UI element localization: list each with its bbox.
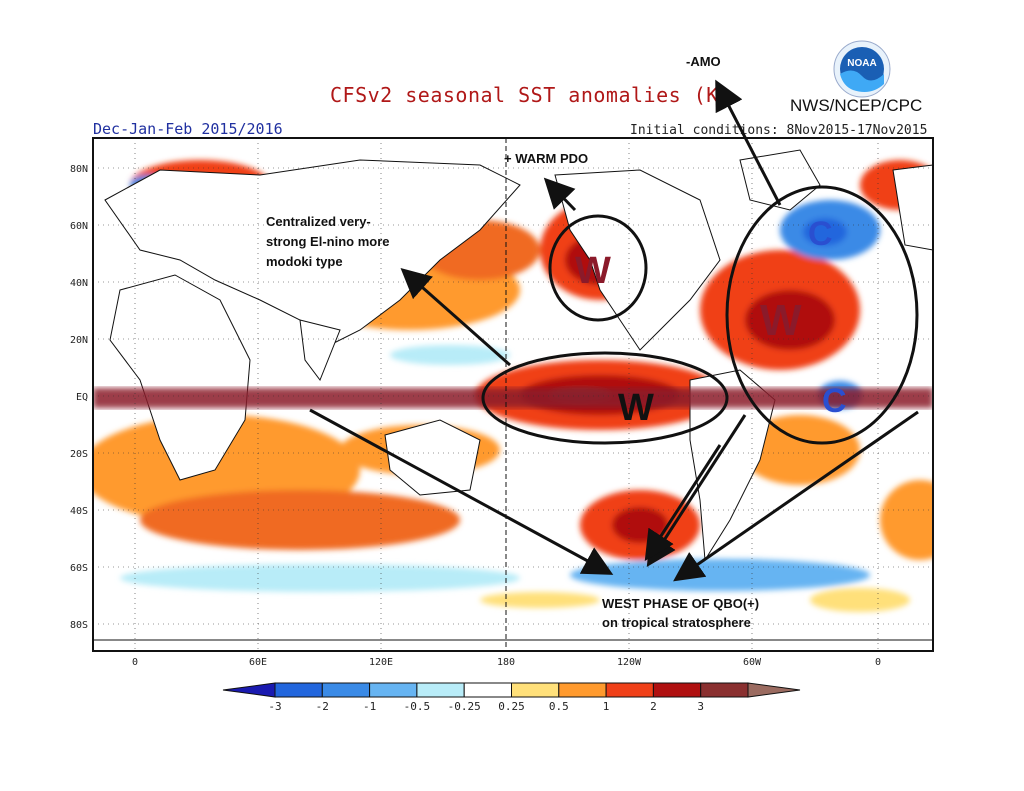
lat-label: 80S [70, 620, 88, 631]
lat-label: 40S [70, 506, 88, 517]
lon-label: 120E [369, 657, 393, 668]
w-marker: W [618, 387, 654, 429]
c-marker: C [808, 215, 833, 253]
lat-label: EQ [76, 392, 88, 403]
map-title: CFSv2 seasonal SST anomalies (K) [330, 83, 732, 107]
annotation-arrows [309, 79, 919, 582]
colorbar-box [605, 682, 654, 698]
colorbar-box [274, 682, 323, 698]
equator-band [93, 388, 933, 408]
markers: W W W C C [575, 215, 847, 429]
colorbar-box [652, 682, 702, 698]
colorbar-label: -1 [363, 700, 376, 713]
lon-label: 0 [132, 657, 138, 668]
colorbar-box [416, 682, 465, 698]
colorbar-label: 2 [650, 700, 657, 713]
colorbar: -3 -2 -1 -0.5 -0.25 0.25 0.5 1 2 3 [222, 682, 801, 713]
colorbar-label: -2 [316, 700, 329, 713]
pdo-circle [548, 214, 648, 322]
colorbar-label: -0.25 [448, 700, 481, 713]
qbo-arrow [309, 408, 614, 575]
colorbar-label: -0.5 [404, 700, 431, 713]
qbo-arrow [644, 444, 722, 562]
lat-label: 80N [70, 164, 88, 175]
colorbar-box [511, 682, 560, 698]
lon-label: 180 [497, 657, 515, 668]
lat-label: 40N [70, 278, 88, 289]
w-marker: W [575, 250, 611, 292]
map-grid [93, 138, 933, 651]
enso-label-line-2: strong El-nino more [266, 234, 390, 249]
amo-ellipse [725, 185, 919, 445]
colorbar-label: 0.5 [549, 700, 569, 713]
map-frame [92, 137, 934, 652]
nino-arrow [400, 268, 511, 367]
colorbar-box [369, 682, 418, 698]
qbo-label-line-1: WEST PHASE OF QBO(+) [602, 596, 760, 611]
lat-label: 20S [70, 449, 88, 460]
colorbar-box [463, 682, 513, 698]
colorbar-label: 0.25 [498, 700, 525, 713]
lon-label: 60W [743, 657, 762, 668]
w-marker: W [760, 296, 802, 345]
qbo-label-line-2: on tropical stratosphere [602, 615, 751, 630]
nino-ellipse [481, 351, 729, 445]
c-marker: C [822, 382, 847, 420]
colorbar-right-extension [747, 682, 801, 698]
colorbar-label: 1 [603, 700, 610, 713]
colorbar-left-extension [222, 682, 276, 698]
lat-label: 60N [70, 221, 88, 232]
lon-label: 120W [617, 657, 642, 668]
colorbar-box [700, 682, 749, 698]
lon-label: 0 [875, 657, 881, 668]
lon-axis: 0 60E 120E 180 120W 60W 0 [132, 657, 881, 668]
enso-label-line-1: Centralized very- [266, 214, 371, 229]
forecast-period: Dec-Jan-Feb 2015/2016 [93, 120, 283, 138]
annotation-outlines [481, 185, 919, 445]
amo-label: -AMO [686, 54, 721, 69]
lat-label: 20N [70, 335, 88, 346]
colorbar-box [321, 682, 371, 698]
logo-text: NOAA [847, 58, 876, 69]
enso-label-line-3: modoki type [266, 254, 343, 269]
agency-label: NWS/NCEP/CPC [790, 96, 923, 115]
initial-conditions: Initial conditions: 8Nov2015-17Nov2015 [630, 123, 928, 138]
colorbar-label: 3 [697, 700, 704, 713]
pdo-arrow [543, 177, 577, 212]
lat-label: 60S [70, 563, 88, 574]
lat-axis: 80N 60N 40N 20N EQ 20S 40S 60S 80S [70, 164, 88, 631]
amo-arrow [715, 79, 782, 206]
colorbar-label: -3 [268, 700, 281, 713]
lon-label: 60E [249, 657, 267, 668]
qbo-arrow [673, 410, 919, 582]
noaa-logo: NOAA [833, 40, 891, 98]
colorbar-box [558, 682, 607, 698]
pdo-label: + WARM PDO [504, 151, 589, 166]
